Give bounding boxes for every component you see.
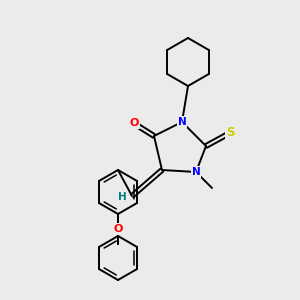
Text: N: N bbox=[192, 167, 200, 177]
Text: H: H bbox=[118, 192, 126, 202]
Text: O: O bbox=[129, 118, 139, 128]
Text: N: N bbox=[178, 117, 186, 127]
Text: S: S bbox=[226, 127, 234, 140]
Text: O: O bbox=[113, 224, 123, 234]
